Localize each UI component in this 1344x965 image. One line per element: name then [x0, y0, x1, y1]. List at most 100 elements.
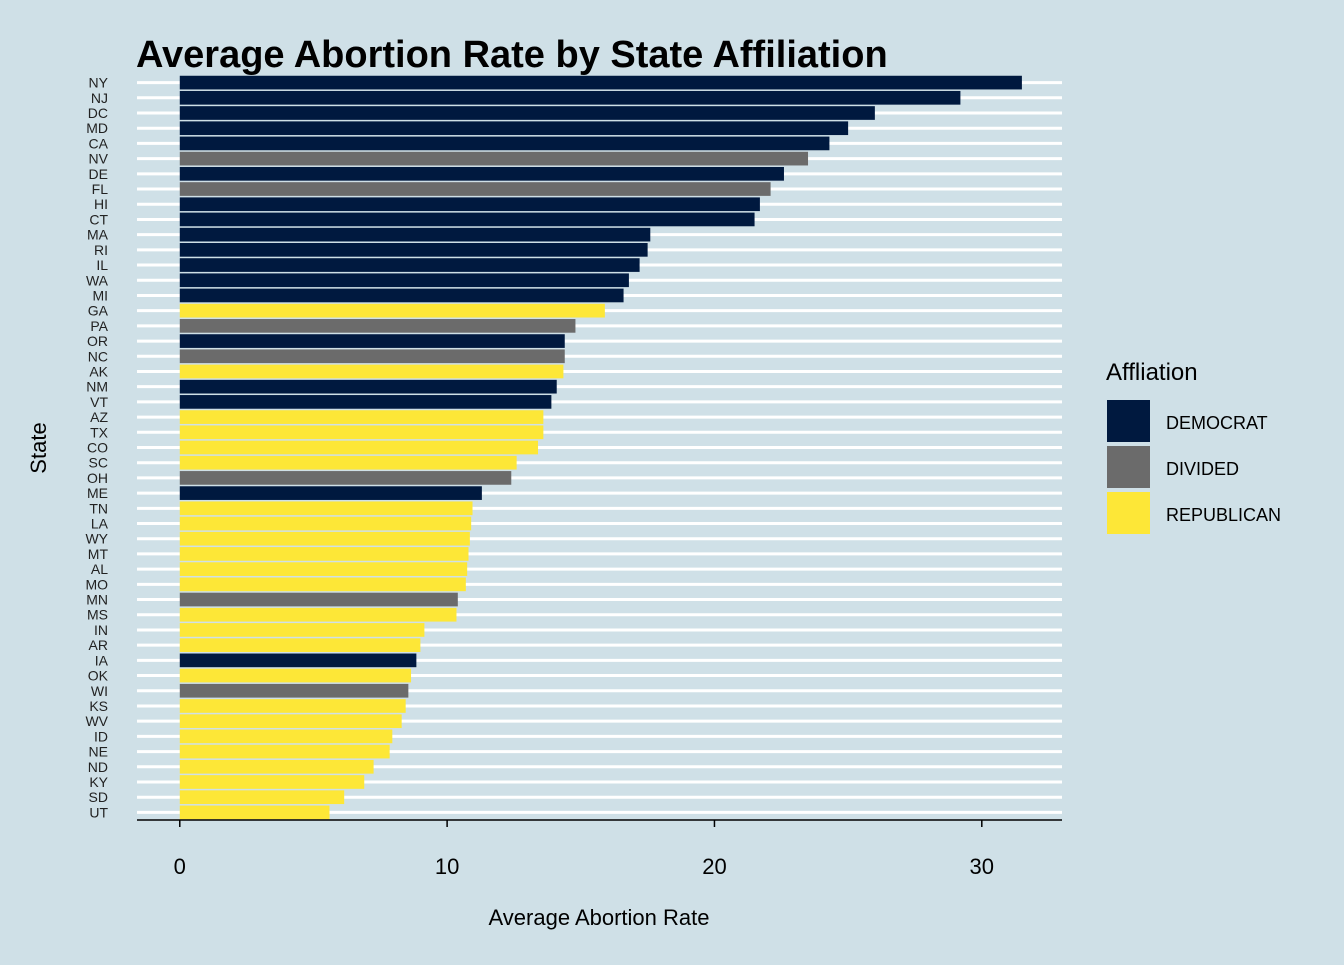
bar-nd: [179, 759, 374, 774]
bar-sd: [179, 790, 345, 805]
y-tick-label-nc: NC: [88, 348, 108, 364]
y-tick-label-ak: AK: [89, 363, 108, 379]
y-axis-title: State: [26, 422, 51, 473]
y-tick-label-tn: TN: [89, 500, 108, 516]
legend-label-divided: DIVIDED: [1166, 459, 1239, 479]
y-tick-label-ut: UT: [89, 804, 108, 820]
y-tick-label-ne: NE: [89, 744, 108, 760]
x-axis: 0 10 20 30: [137, 819, 1062, 879]
y-tick-label-ri: RI: [94, 242, 108, 258]
y-tick-label-ct: CT: [89, 211, 108, 227]
bar-in: [179, 623, 425, 637]
x-axis-title: Average Abortion Rate: [489, 905, 710, 930]
y-tick-label-sd: SD: [89, 789, 108, 805]
bar-md: [179, 121, 849, 136]
y-tick-label-ma: MA: [87, 227, 109, 243]
y-tick-label-tx: TX: [90, 424, 109, 440]
x-tick-label-10: 10: [435, 854, 459, 879]
bar-nv: [179, 151, 809, 166]
y-tick-label-in: IN: [94, 622, 108, 638]
bar-tn: [179, 501, 473, 516]
bar-ky: [179, 775, 365, 789]
bar-wv: [179, 714, 402, 729]
y-tick-label-wa: WA: [86, 272, 109, 288]
bar-ms: [179, 607, 457, 622]
bar-me: [179, 486, 482, 500]
bar-ar: [179, 638, 421, 652]
bar-wy: [179, 531, 470, 546]
bar-mn: [179, 592, 458, 607]
y-tick-label-me: ME: [87, 485, 108, 501]
bar-ks: [179, 699, 406, 713]
bar-nm: [179, 379, 557, 394]
y-tick-label-wy: WY: [85, 531, 108, 547]
y-tick-label-az: AZ: [90, 409, 108, 425]
bar-ri: [179, 243, 648, 257]
bar-fl: [179, 182, 771, 196]
y-tick-label-ms: MS: [87, 607, 108, 623]
bar-nj: [179, 90, 961, 105]
bar-az: [179, 410, 544, 424]
bar-il: [179, 258, 640, 272]
y-tick-label-ia: IA: [95, 652, 109, 668]
bar-ne: [179, 744, 390, 759]
y-tick-label-wv: WV: [85, 713, 108, 729]
bar-ct: [179, 212, 755, 227]
y-tick-label-ny: NY: [89, 75, 109, 91]
y-tick-label-al: AL: [91, 561, 108, 577]
bar-nc: [179, 349, 565, 364]
y-tick-label-mi: MI: [92, 287, 108, 303]
bar-vt: [179, 395, 552, 409]
x-tick-label-30: 30: [970, 854, 994, 879]
bar-ny: [179, 75, 1022, 90]
x-tick-label-0: 0: [174, 854, 186, 879]
y-tick-label-il: IL: [96, 257, 108, 273]
bar-ak: [179, 364, 564, 379]
y-tick-label-oh: OH: [87, 470, 108, 486]
y-tick-label-ga: GA: [88, 303, 109, 319]
bar-ga: [179, 303, 605, 318]
bar-mo: [179, 577, 466, 592]
bar-ut: [179, 805, 330, 820]
y-tick-label-la: LA: [91, 516, 109, 532]
y-tick-label-ca: CA: [89, 135, 109, 151]
bar-hi: [179, 197, 760, 212]
bar-wi: [179, 683, 409, 698]
y-tick-label-ks: KS: [89, 698, 108, 714]
chart-title: Average Abortion Rate by State Affiliati…: [136, 34, 888, 76]
bar-de: [179, 166, 784, 181]
bar-wa: [179, 273, 629, 288]
y-tick-label-vt: VT: [90, 394, 108, 410]
y-tick-label-dc: DC: [88, 105, 108, 121]
bar-ma: [179, 227, 651, 242]
bar-sc: [179, 455, 517, 470]
y-tick-label-mo: MO: [85, 576, 108, 592]
y-tick-label-hi: HI: [94, 196, 108, 212]
y-tick-label-nv: NV: [89, 151, 109, 167]
legend-title: Affliation: [1106, 359, 1198, 386]
bar-mt: [179, 547, 469, 561]
bar-or: [179, 334, 565, 348]
y-tick-label-wi: WI: [91, 683, 108, 699]
y-tick-label-pa: PA: [90, 318, 108, 334]
bar-ok: [179, 668, 412, 683]
bar-dc: [179, 106, 875, 120]
bar-co: [179, 440, 539, 455]
y-tick-label-nd: ND: [88, 759, 108, 775]
legend-swatch-democrat: [1107, 400, 1150, 442]
y-tick-label-or: OR: [87, 333, 108, 349]
y-tick-label-ok: OK: [88, 668, 109, 684]
legend-swatch-republican: [1107, 492, 1150, 534]
bar-oh: [179, 471, 512, 485]
bar-ca: [179, 136, 830, 151]
y-tick-label-mn: MN: [86, 592, 108, 608]
y-tick-label-ar: AR: [89, 637, 108, 653]
y-tick-label-co: CO: [87, 440, 108, 456]
y-tick-label-id: ID: [94, 728, 108, 744]
y-tick-label-ky: KY: [89, 774, 108, 790]
bar-al: [179, 562, 468, 576]
legend: Affliation DEMOCRAT DIVIDED REPUBLICAN: [1106, 359, 1281, 534]
legend-label-democrat: DEMOCRAT: [1166, 413, 1268, 433]
bar-ia: [179, 653, 417, 668]
